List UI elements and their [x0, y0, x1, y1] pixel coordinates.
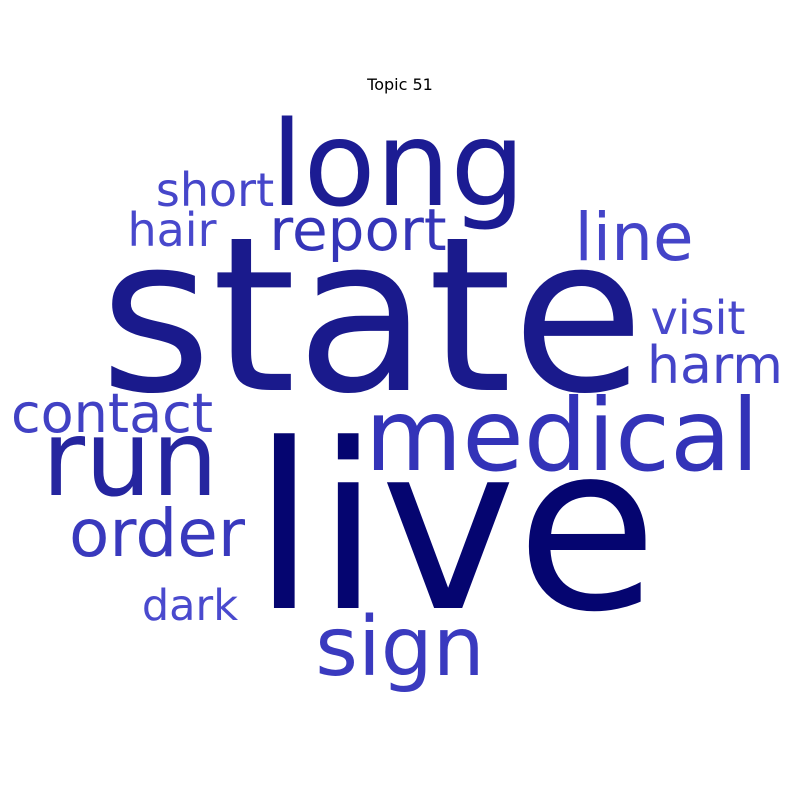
word-state: state: [100, 190, 645, 441]
word-live: live: [252, 396, 657, 663]
word-line: line: [574, 199, 693, 276]
word-report: report: [269, 196, 446, 264]
word-dark: dark: [142, 581, 238, 631]
word-harm: harm: [647, 336, 783, 396]
word-medical: medical: [365, 377, 759, 494]
word-sign: sign: [315, 600, 485, 695]
word-order: order: [69, 495, 246, 572]
word-hair: hair: [127, 203, 216, 257]
word-long: long: [271, 95, 526, 233]
word-run: run: [42, 398, 218, 520]
word-contact: contact: [11, 382, 213, 445]
figure-title: Topic 51: [367, 75, 433, 94]
word-visit: visit: [651, 291, 746, 345]
word-short: short: [156, 163, 274, 217]
